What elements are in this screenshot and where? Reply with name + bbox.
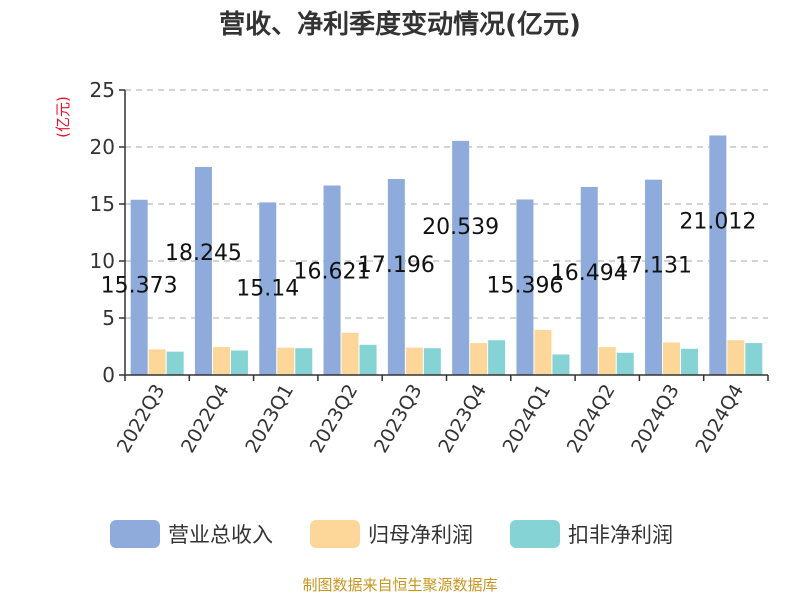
bar-value-label: 17.131 [615, 254, 692, 279]
x-tick-label: 2023Q1 [241, 381, 298, 457]
y-tick-label: 25 [90, 78, 115, 102]
bar-1 [516, 199, 534, 375]
bar-1 [259, 202, 277, 375]
bar-2 [663, 342, 681, 375]
bar-3 [681, 348, 699, 375]
x-tick-label: 2024Q3 [627, 381, 684, 457]
bar-value-label: 15.14 [236, 276, 299, 301]
y-tick-label: 15 [90, 192, 115, 216]
bar-1 [323, 185, 341, 375]
y-axis-label: (亿元) [54, 96, 72, 138]
bar-2 [470, 343, 488, 375]
grid-lines [125, 89, 768, 319]
bar-1 [709, 135, 727, 375]
bar-2 [405, 347, 423, 375]
bar-value-label: 21.012 [679, 209, 756, 234]
bar-value-label: 16.494 [551, 261, 628, 286]
bar-value-label: 20.539 [422, 215, 499, 240]
bar-value-label: 15.396 [486, 273, 563, 298]
x-tick-label: 2023Q4 [434, 381, 491, 457]
legend-swatch [310, 520, 360, 548]
bar-2 [212, 347, 230, 375]
bar-3 [230, 350, 248, 375]
bar-value-label: 15.373 [101, 274, 178, 299]
x-tick-label: 2022Q3 [113, 381, 170, 457]
y-tick-label: 5 [102, 306, 115, 330]
source-note: 制图数据来自恒生聚源数据库 [302, 576, 497, 594]
x-tick-label: 2022Q4 [177, 381, 234, 457]
bar-1 [645, 179, 663, 375]
bar-1 [452, 140, 470, 375]
bar-3 [359, 344, 377, 375]
legend: 营业总收入 归母净利润 扣非净利润 [110, 520, 673, 548]
bar-1 [130, 199, 148, 375]
bar-2 [727, 340, 745, 375]
y-tick-label: 20 [90, 135, 115, 159]
bar-1 [194, 167, 212, 375]
bar-2 [534, 329, 552, 375]
bar-3 [488, 340, 506, 375]
bar-2 [148, 349, 166, 375]
x-tick-label: 2023Q2 [306, 381, 363, 457]
chart-title: 营收、净利季度变动情况(亿元) [219, 9, 581, 40]
x-tick-label: 2024Q4 [691, 381, 748, 457]
bar-2 [277, 347, 295, 375]
y-tick-label: 10 [90, 249, 115, 273]
bar-3 [552, 354, 570, 375]
bar-2 [341, 332, 359, 375]
legend-label: 扣非净利润 [568, 523, 673, 547]
bar-1 [580, 186, 598, 375]
bar-1 [387, 178, 405, 375]
legend-label: 归母净利润 [368, 523, 473, 547]
bars [130, 135, 763, 375]
y-tick-label: 0 [102, 363, 115, 387]
x-tick-label: 2024Q2 [563, 381, 620, 457]
x-tick-label: 2024Q1 [499, 381, 556, 457]
bar-value-label: 18.245 [165, 241, 242, 266]
bar-3 [745, 343, 763, 375]
bar-3 [295, 348, 313, 375]
x-tick-label: 2023Q3 [370, 381, 427, 457]
bar-value-label: 17.196 [358, 253, 435, 278]
bar-3 [616, 352, 634, 375]
bar-3 [423, 348, 441, 375]
bar-value-label: 16.621 [294, 260, 371, 285]
bar-3 [166, 351, 184, 375]
legend-swatch [110, 520, 160, 548]
bar-2 [598, 347, 616, 375]
legend-label: 营业总收入 [168, 523, 273, 547]
legend-swatch [510, 520, 560, 548]
